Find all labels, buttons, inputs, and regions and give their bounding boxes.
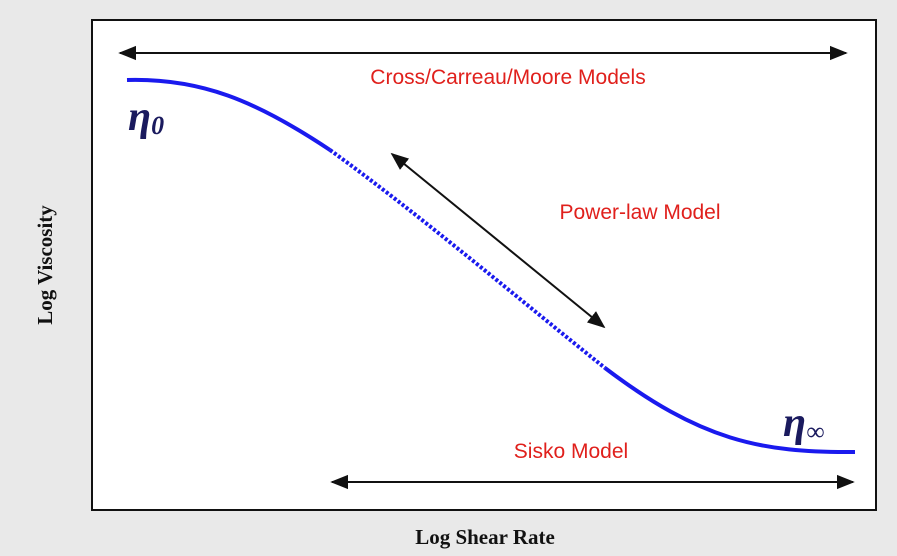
x-axis-label: Log Shear Rate bbox=[415, 525, 555, 549]
y-axis-label: Log Viscosity bbox=[33, 205, 57, 325]
eta-infinity: η∞ bbox=[783, 400, 825, 446]
annotation: Power-law Model bbox=[559, 201, 720, 224]
annotation: Cross/Carreau/Moore Models bbox=[370, 66, 645, 89]
plot-frame bbox=[91, 19, 877, 511]
curve-solid bbox=[126, 77, 332, 152]
curve-dotted bbox=[328, 148, 607, 370]
curve-solid bbox=[603, 366, 856, 455]
annotation: Sisko Model bbox=[514, 440, 628, 463]
range-arrow bbox=[390, 152, 606, 329]
eta-zero: η0 bbox=[128, 94, 164, 140]
